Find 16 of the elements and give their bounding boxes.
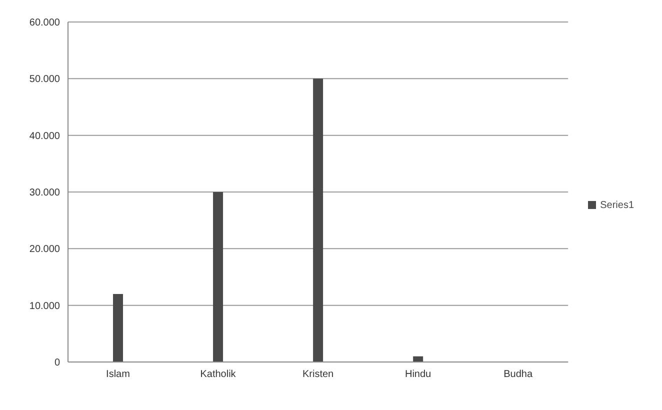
- y-tick-label: 60.000: [29, 18, 60, 29]
- x-tick-label: Hindu: [404, 369, 432, 380]
- x-tick-label: Katholik: [200, 369, 237, 380]
- x-tick-label: Islam: [106, 369, 130, 380]
- bar: [113, 294, 124, 362]
- legend-label: Series1: [600, 200, 634, 210]
- y-tick-label: 20.000: [29, 244, 60, 256]
- x-tick-label: Budha: [504, 369, 533, 380]
- x-tick-label: Kristen: [302, 369, 334, 380]
- y-tick-label: 10.000: [29, 300, 60, 312]
- bar: [213, 192, 224, 362]
- y-tick-label: 50.000: [29, 74, 60, 86]
- bar: [313, 78, 324, 362]
- y-tick-label: 0: [54, 358, 60, 369]
- y-tick-label: 30.000: [29, 188, 60, 199]
- y-tick-label: 40.000: [29, 130, 60, 142]
